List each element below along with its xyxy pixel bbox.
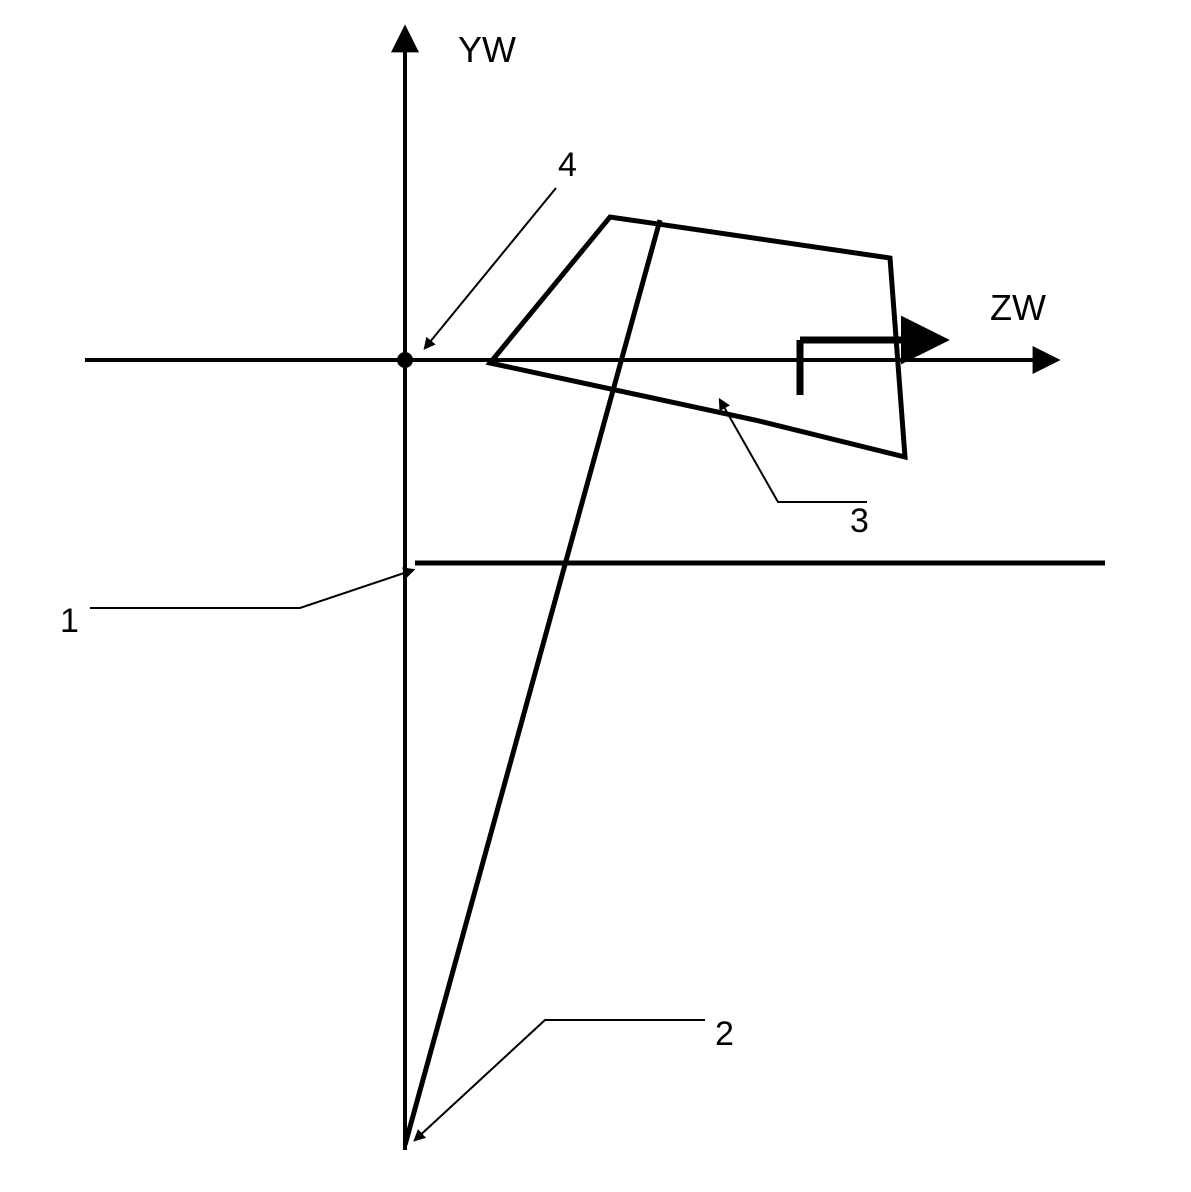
callout-4-label: 4 [558, 146, 577, 184]
callout-1-label: 1 [60, 602, 79, 640]
callout-2-leader [415, 1020, 705, 1140]
callout-3-label: 3 [850, 502, 869, 540]
coordinate-diagram: ZW YW 4 3 1 2 [0, 0, 1191, 1192]
origin-point [397, 352, 413, 368]
callout-1-leader [90, 570, 413, 608]
y-axis-label: YW [458, 29, 516, 70]
z-axis-label: ZW [990, 287, 1046, 328]
callout-2-label: 2 [715, 1015, 734, 1053]
callout-4-leader [425, 188, 556, 348]
